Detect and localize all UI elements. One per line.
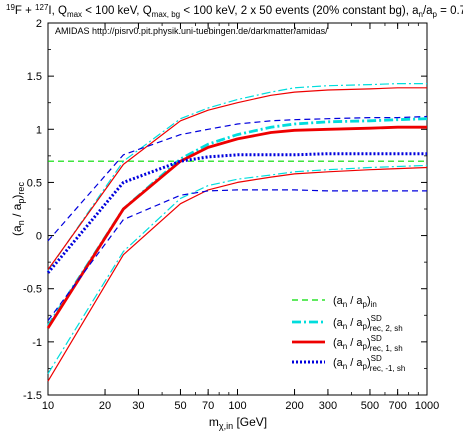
- y-tick-label: -0.5: [23, 284, 42, 296]
- y-tick-label: -1.5: [23, 390, 42, 402]
- x-tick-label: 200: [285, 400, 303, 412]
- x-tick-label: 10: [42, 400, 54, 412]
- series-line-8: [47, 115, 428, 242]
- y-tick-label: 1.5: [27, 71, 42, 83]
- legend-label-input: (an / ap)in: [333, 295, 377, 309]
- y-tick-label: 1: [36, 124, 42, 136]
- legend: (an / ap)in (an / ap)SD rec, 2, sh (an / …: [292, 295, 405, 373]
- y-axis-label: (an / ap)rec: [10, 182, 26, 236]
- y-tick-label: 0.5: [27, 177, 42, 189]
- series-line-7: [46, 152, 427, 274]
- x-tick-label: 700: [388, 400, 406, 412]
- series-line-6: [47, 166, 428, 382]
- series-line-2: [47, 82, 427, 271]
- x-tick-label: 500: [361, 400, 379, 412]
- x-tick-label: 100: [228, 400, 246, 412]
- x-tick-label: 70: [202, 400, 214, 412]
- legend-label-rec-2: (an / ap)SD rec, 2, sh: [333, 314, 403, 333]
- series-line-4: [46, 125, 427, 329]
- legend-label-rec-1: (an / ap)SD rec, 1, sh: [333, 334, 403, 353]
- x-tick-label: 20: [99, 400, 111, 412]
- x-axis-label: mχ,in [GeV]: [209, 415, 267, 431]
- series-line-5: [47, 87, 427, 270]
- series-line-3: [47, 164, 428, 375]
- legend-label-rec-minus1: (an / ap)SD rec, -1, sh: [333, 354, 405, 373]
- axis-ticks: 10 20 30 50 70 100 200 300 500 700 1000-1.5-1-0.50…: [23, 18, 439, 412]
- chart-title: 19F + 127I, Qmax < 100 keV, Qmax, bg < 1…: [6, 3, 463, 19]
- y-tick-label: 0: [36, 231, 42, 243]
- y-tick-label: 2: [36, 18, 42, 30]
- x-tick-label: 300: [319, 400, 337, 412]
- x-tick-label: 1000: [415, 400, 439, 412]
- watermark-text: AMIDAS http://pisrv0.pit.physik.uni-tueb…: [55, 26, 328, 36]
- series-group: [46, 82, 428, 382]
- x-tick-label: 50: [174, 400, 186, 412]
- x-tick-label: 30: [132, 400, 144, 412]
- y-tick-label: -1: [32, 337, 42, 349]
